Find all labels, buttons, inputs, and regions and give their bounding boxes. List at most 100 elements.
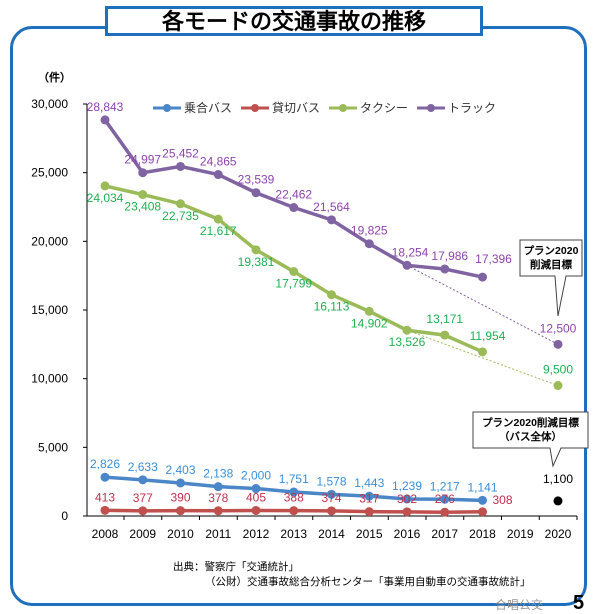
x-tick-label: 2018 xyxy=(469,527,496,541)
data-label: 19,381 xyxy=(238,255,275,269)
data-label: 390 xyxy=(170,491,190,505)
x-tick-label: 2009 xyxy=(129,527,156,541)
data-point xyxy=(213,506,223,516)
legend-marker xyxy=(163,104,171,112)
data-label: 2,826 xyxy=(90,457,120,471)
data-label: 1,578 xyxy=(316,474,346,488)
x-tick-label: 2014 xyxy=(318,527,345,541)
data-point xyxy=(478,347,487,357)
data-point xyxy=(478,272,487,282)
data-point xyxy=(100,505,110,515)
data-point xyxy=(176,199,185,209)
data-label: 22,735 xyxy=(162,209,199,223)
data-point xyxy=(402,494,412,504)
data-point xyxy=(440,330,450,340)
data-label: 14,902 xyxy=(351,316,388,330)
data-point xyxy=(440,494,450,504)
data-point xyxy=(402,260,412,270)
x-tick-label: 2010 xyxy=(167,527,194,541)
callout-bus-target-box xyxy=(472,411,589,468)
data-point xyxy=(402,507,412,517)
data-point xyxy=(176,478,185,488)
data-point xyxy=(289,506,299,516)
x-tick-label: 2015 xyxy=(356,527,383,541)
callout-truck-target-text: プラン2020 xyxy=(524,244,579,257)
data-point xyxy=(364,306,374,316)
y-tick-label: 15,000 xyxy=(31,303,68,317)
y-tick-label: 20,000 xyxy=(31,234,68,248)
data-point xyxy=(440,507,450,517)
target-trend-line xyxy=(406,264,559,345)
source-line-1: 出典：警察庁「交通統計」 xyxy=(173,561,299,573)
data-label: 377 xyxy=(133,491,153,505)
data-label: 24,034 xyxy=(87,191,124,205)
x-tick-label: 2017 xyxy=(431,527,458,541)
data-point xyxy=(289,487,299,497)
legend-marker xyxy=(251,104,259,112)
data-label: 19,825 xyxy=(351,224,388,238)
data-point xyxy=(100,181,110,191)
target-label: 9,500 xyxy=(543,363,573,377)
callout-truck-target-box xyxy=(519,239,583,317)
data-point xyxy=(289,267,299,277)
x-tick-label: 2019 xyxy=(507,527,534,541)
y-tick-label: 5,000 xyxy=(38,440,68,454)
data-label: 1,217 xyxy=(430,479,460,493)
data-label: 413 xyxy=(95,490,115,504)
data-point xyxy=(251,484,261,494)
data-point xyxy=(402,325,412,335)
data-point xyxy=(478,495,487,505)
data-point xyxy=(327,215,336,225)
y-tick-label: 10,000 xyxy=(31,372,68,386)
target-point xyxy=(553,496,563,506)
data-point xyxy=(213,214,223,224)
data-point xyxy=(364,507,374,517)
data-point xyxy=(100,115,110,125)
data-label: 388 xyxy=(284,491,304,505)
data-point xyxy=(138,506,148,516)
data-label: 24,865 xyxy=(200,155,237,169)
data-point xyxy=(176,161,185,171)
x-tick-label: 2016 xyxy=(394,527,421,541)
data-label: 24,997 xyxy=(124,153,161,167)
x-tick-label: 2012 xyxy=(243,527,270,541)
x-tick-label: 2008 xyxy=(92,527,119,541)
data-point xyxy=(100,472,110,482)
data-label: 21,617 xyxy=(200,224,237,238)
data-label: 317 xyxy=(359,492,379,506)
data-label: 405 xyxy=(246,490,266,504)
callout-bus-target-text: （バス全体） xyxy=(499,430,562,443)
y-tick-label: 30,000 xyxy=(31,97,68,111)
data-label: 22,462 xyxy=(275,188,312,202)
data-label: 308 xyxy=(492,493,512,507)
target-point xyxy=(553,381,563,391)
y-axis-label: （件） xyxy=(38,70,71,84)
target-label: 12,500 xyxy=(540,321,577,335)
data-label: 2,403 xyxy=(165,463,195,477)
data-label: 2,138 xyxy=(203,467,233,481)
data-label: 18,254 xyxy=(392,245,429,259)
data-point xyxy=(251,188,261,198)
data-label: 276 xyxy=(435,492,455,506)
data-label: 2,000 xyxy=(241,469,271,483)
page-number: 5 xyxy=(573,592,585,614)
data-label: 21,564 xyxy=(313,200,350,214)
data-label: 1,443 xyxy=(354,476,384,490)
legend-label: 乗合バス xyxy=(184,100,232,115)
data-point xyxy=(251,245,261,255)
page-title: 各モードの交通事故の推移 xyxy=(105,6,483,36)
legend-marker xyxy=(427,104,435,112)
callout-bus-target-text: プラン2020削減目標 xyxy=(482,416,579,429)
data-label: 13,171 xyxy=(426,312,463,326)
data-label: 17,986 xyxy=(431,249,468,263)
source-line-2: （公財）交通事故総合分析センター「事業用自動車の交通事故統計」 xyxy=(205,576,531,588)
data-label: 16,113 xyxy=(314,300,350,314)
data-point xyxy=(327,506,336,516)
data-point xyxy=(138,475,148,485)
data-point xyxy=(327,489,336,499)
data-label: 13,526 xyxy=(389,335,426,349)
x-tick-label: 2013 xyxy=(280,527,307,541)
callout-truck-target-text: 削減目標 xyxy=(530,258,572,271)
data-point xyxy=(440,264,450,274)
y-tick-label: 25,000 xyxy=(31,166,68,180)
